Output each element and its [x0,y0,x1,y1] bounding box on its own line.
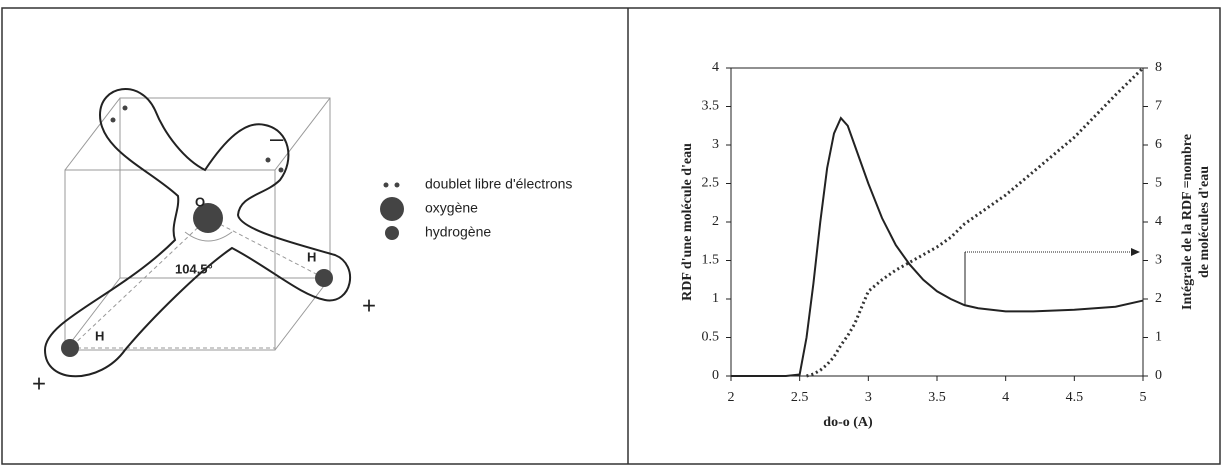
cube-back [120,98,330,278]
angle-label: 104.5° [175,261,213,276]
legend-label: hydrogène [425,224,491,240]
legend-label: doublet libre d'électrons [425,176,572,192]
x-tick-label: 2 [728,390,735,405]
charge-label: + [32,370,46,397]
y-tick-label: 3.5 [702,99,720,114]
y-tick-label: 2 [712,214,719,229]
atom-label: H [95,328,104,343]
legend-symbol [385,226,399,240]
x-tick-label: 3 [865,390,872,405]
lone-pair-dot [279,168,284,173]
y-tick-label: 1 [712,291,719,306]
y-axis-title: RDF d'une molécule d'eau [680,143,695,301]
x-tick-label: 2.5 [791,390,809,405]
hydrogen-atom [61,339,79,357]
y-tick-label: 4 [712,60,719,75]
water-diagram [45,89,350,376]
guide-arrow [1131,248,1140,256]
lone-pair-dot [123,106,128,111]
atoms [61,106,333,358]
figure: O H H 104.5° + + – doublet libre d'élect… [0,0,1223,467]
y2-tick-label: 3 [1155,253,1162,268]
frame [2,8,1220,464]
charge-label: + [362,292,376,319]
y2-axis-title: Intégrale de la RDF =nombre [1180,134,1195,310]
y-tick-label: 3 [712,137,719,152]
y2-tick-label: 0 [1155,368,1162,383]
atom-label: O [195,194,205,209]
legend-symbol [380,197,404,221]
y2-tick-label: 2 [1155,291,1162,306]
cube-edge [65,98,120,170]
y2-axis-title: de molécules d'eau [1197,166,1212,278]
y-tick-label: 2.5 [702,176,720,191]
y-tick-label: 0.5 [702,330,720,345]
rdf-chart: do-o (A) RDF d'une molécule d'eau Intégr… [680,60,1212,430]
x-tick-label: 4 [1002,390,1009,405]
charge-label: – [270,125,284,152]
x-tick-label: 3.5 [928,390,946,405]
legend-symbol [384,183,389,188]
y2-tick-label: 7 [1155,99,1162,114]
bond [70,218,208,348]
y-tick-label: 1.5 [702,253,720,268]
y2-tick-label: 6 [1155,137,1162,152]
plot-area [731,68,1143,376]
y-tick-label: 0 [712,368,719,383]
lone-pair-dot [266,158,271,163]
legend-label: oxygène [425,200,478,216]
cube-edge [275,278,330,350]
y2-tick-label: 5 [1155,176,1162,191]
lone-pair-dot [111,118,116,123]
x-tick-label: 4.5 [1066,390,1084,405]
y2-tick-label: 8 [1155,60,1162,75]
legend-symbol [395,183,400,188]
x-tick-label: 5 [1140,390,1147,405]
x-axis-title: do-o (A) [823,415,873,430]
y2-tick-label: 1 [1155,330,1162,345]
hydrogen-atom [315,269,333,287]
series-line [807,68,1143,376]
legend: doublet libre d'électrons oxygène hydrog… [380,176,572,240]
y2-tick-label: 4 [1155,214,1162,229]
cube-front [65,170,275,350]
atom-label: H [307,249,316,264]
